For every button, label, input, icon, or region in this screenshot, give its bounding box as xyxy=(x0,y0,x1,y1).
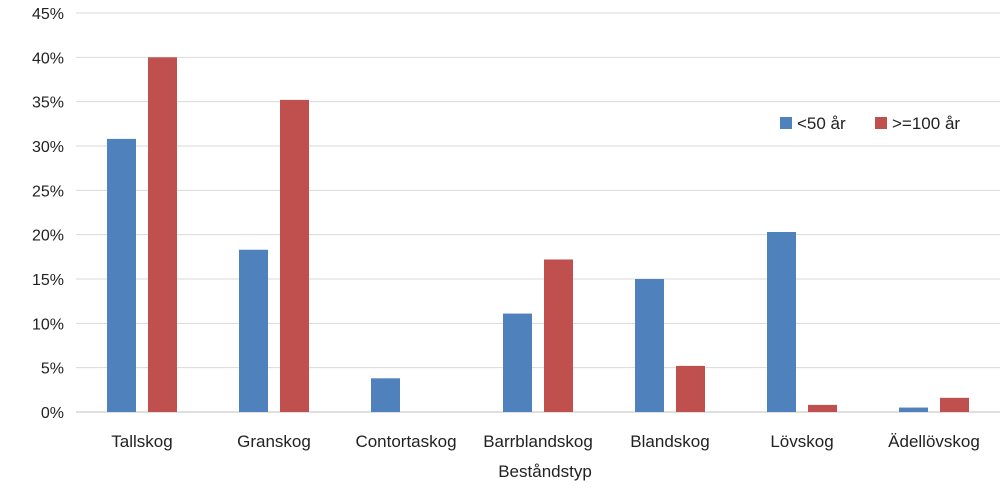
x-category-label: Ädellövskog xyxy=(888,432,980,451)
y-tick-label: 5% xyxy=(41,361,64,378)
legend-swatch xyxy=(875,117,887,129)
y-tick-label: 10% xyxy=(32,316,64,333)
bar-under-50-1 xyxy=(239,249,268,412)
y-tick-label: 15% xyxy=(32,272,64,289)
x-category-label: Tallskog xyxy=(111,432,172,451)
legend-label: <50 år xyxy=(797,114,846,133)
bar-over-100-0 xyxy=(148,57,177,412)
bar-under-50-4 xyxy=(635,279,664,412)
x-category-label: Blandskog xyxy=(630,432,709,451)
x-category-label: Barrblandskog xyxy=(483,432,593,451)
legend: <50 år >=100 år xyxy=(780,114,960,133)
bar-over-100-1 xyxy=(280,99,309,412)
bar-under-50-5 xyxy=(767,232,796,412)
y-tick-label: 35% xyxy=(32,95,64,112)
y-tick-label: 45% xyxy=(32,6,64,23)
bar-under-50-0 xyxy=(107,138,136,412)
x-axis-category-labels: Tallskog Granskog Contortaskog Barrblandsko… xyxy=(111,432,980,451)
y-tick-label: 30% xyxy=(32,139,64,156)
x-category-label: Contortaskog xyxy=(355,432,456,451)
x-category-label: Lövskog xyxy=(770,432,833,451)
x-category-label: Granskog xyxy=(237,432,311,451)
bar-over-100-6 xyxy=(940,397,969,412)
bar-over-100-4 xyxy=(676,365,705,412)
legend-label: >=100 år xyxy=(892,114,960,133)
y-tick-label: 25% xyxy=(32,183,64,200)
bars xyxy=(107,57,969,412)
y-axis-tick-labels: 0% 5% 10% 15% 20% 25% 30% 35% 40% 45% xyxy=(32,6,64,422)
bar-over-100-3 xyxy=(544,259,573,412)
bar-over-100-5 xyxy=(808,404,837,412)
legend-swatch xyxy=(780,117,792,129)
gridlines xyxy=(76,12,1000,413)
bar-under-50-2 xyxy=(371,378,400,412)
bar-under-50-6 xyxy=(899,407,928,412)
bar-under-50-3 xyxy=(503,313,532,412)
x-axis-title: Beståndstyp xyxy=(498,462,592,481)
y-tick-label: 0% xyxy=(41,405,64,422)
y-tick-label: 40% xyxy=(32,50,64,67)
y-tick-label: 20% xyxy=(32,228,64,245)
